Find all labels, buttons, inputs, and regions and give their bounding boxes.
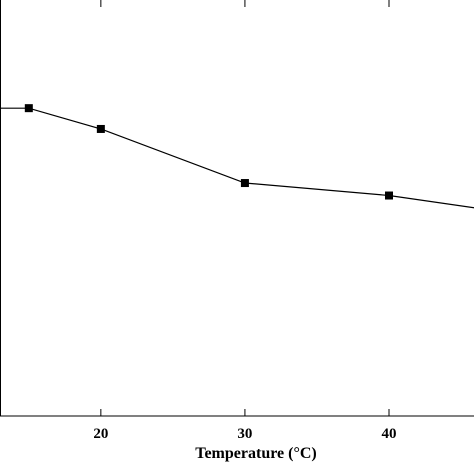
data-point-40 [384, 191, 393, 200]
axes [0, 0, 474, 417]
x-axis-label: Temperature (°C) [195, 445, 316, 462]
x-tick-label-20: 20 [93, 426, 108, 442]
x-tick-label-30: 30 [237, 426, 252, 442]
x-tick-label-40: 40 [381, 426, 396, 442]
data-point-30 [240, 179, 249, 188]
series-line-0 [0, 107, 474, 209]
data-point-20 [96, 124, 105, 133]
data-point-15 [24, 104, 33, 113]
